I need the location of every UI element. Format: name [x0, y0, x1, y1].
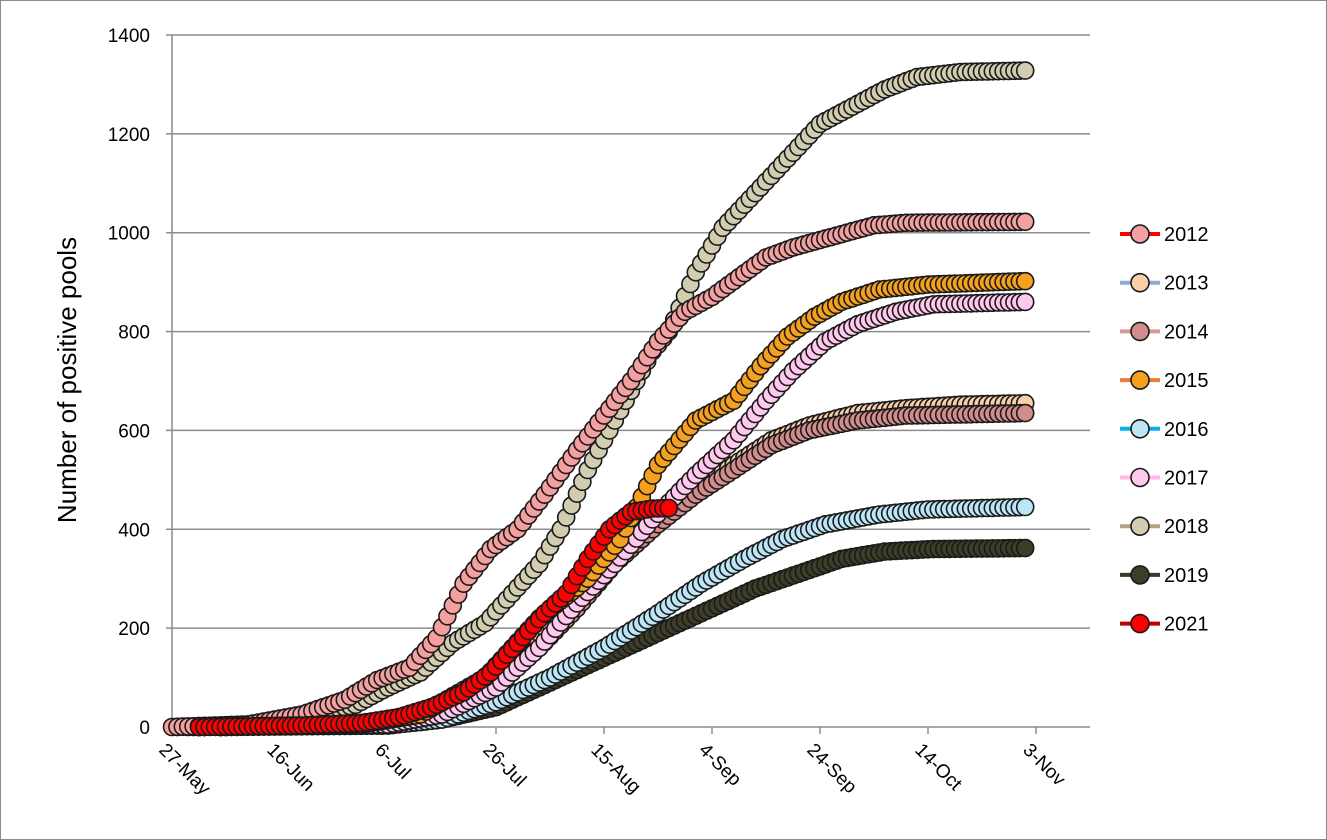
y-tick-label: 800 [118, 323, 150, 344]
legend-label: 2018 [1164, 516, 1209, 538]
legend-label: 2015 [1164, 370, 1209, 392]
legend-swatch-marker [1130, 321, 1150, 342]
x-tick-label: 27-May [154, 740, 214, 800]
legend-swatch-marker [1130, 224, 1150, 244]
legend-swatch-marker [1130, 370, 1150, 390]
legend-swatch-marker [1130, 613, 1150, 634]
series-2012 [162, 212, 1035, 737]
legend-label: 2021 [1164, 614, 1209, 636]
y-tick-label: 1400 [108, 26, 150, 47]
legend: 2012 2013 2014 2015 2016 2017 2018 2019 2021 [1120, 224, 1209, 636]
legend-item-2013: 2013 [1120, 273, 1209, 295]
x-tick-label: 14-Oct [910, 740, 966, 796]
legend-swatch-marker [1130, 418, 1150, 439]
legend-swatch-marker [1130, 565, 1150, 585]
x-tick-label: 3-Nov [1018, 740, 1069, 791]
y-tick-label: 400 [118, 520, 150, 541]
legend-label: 2017 [1164, 468, 1209, 490]
x-tick-label: 16-Jun [262, 740, 318, 796]
series-point-2019 [1015, 538, 1035, 558]
y-tick-label: 600 [118, 421, 150, 442]
legend-swatch-marker [1130, 467, 1150, 488]
series-point-2016 [1015, 497, 1035, 517]
y-tick-label: 0 [139, 718, 150, 739]
legend-label: 2014 [1164, 321, 1209, 343]
legend-item-2019: 2019 [1120, 565, 1209, 587]
series-lines [162, 61, 1035, 737]
legend-item-2015: 2015 [1120, 370, 1209, 392]
x-tick-label: 4-Sep [694, 740, 745, 791]
series-2018 [168, 61, 1035, 737]
x-tick-label: 24-Sep [802, 740, 860, 798]
series-point-2015 [1015, 271, 1035, 291]
series-2021 [189, 498, 679, 737]
series-point-2014 [1015, 403, 1035, 423]
series-point-2012 [1015, 212, 1035, 232]
series-point-2018 [1015, 61, 1035, 80]
x-tick-label: 6-Jul [370, 740, 414, 784]
legend-item-2018: 2018 [1120, 516, 1209, 538]
legend-item-2017: 2017 [1120, 468, 1209, 490]
legend-item-2012: 2012 [1120, 224, 1209, 246]
x-tick-label: 26-Jul [478, 740, 529, 791]
legend-label: 2016 [1164, 419, 1209, 441]
series-point-2017 [1015, 292, 1035, 312]
legend-swatch-marker [1130, 272, 1150, 293]
y-tick-label: 1200 [108, 125, 150, 146]
y-axis-title: Number of positive pools [52, 237, 82, 523]
legend-item-2021: 2021 [1120, 614, 1209, 636]
legend-item-2014: 2014 [1120, 321, 1209, 343]
legend-swatch-marker [1130, 516, 1150, 537]
series-point-2021 [659, 498, 679, 518]
x-tick-label: 15-Aug [586, 740, 644, 798]
legend-label: 2019 [1164, 565, 1209, 587]
gridlines [172, 34, 1090, 629]
y-tick-label: 1000 [108, 224, 150, 245]
y-tick-label: 200 [118, 619, 150, 640]
legend-label: 2012 [1164, 224, 1209, 246]
legend-item-2016: 2016 [1120, 419, 1209, 441]
legend-label: 2013 [1164, 273, 1209, 295]
